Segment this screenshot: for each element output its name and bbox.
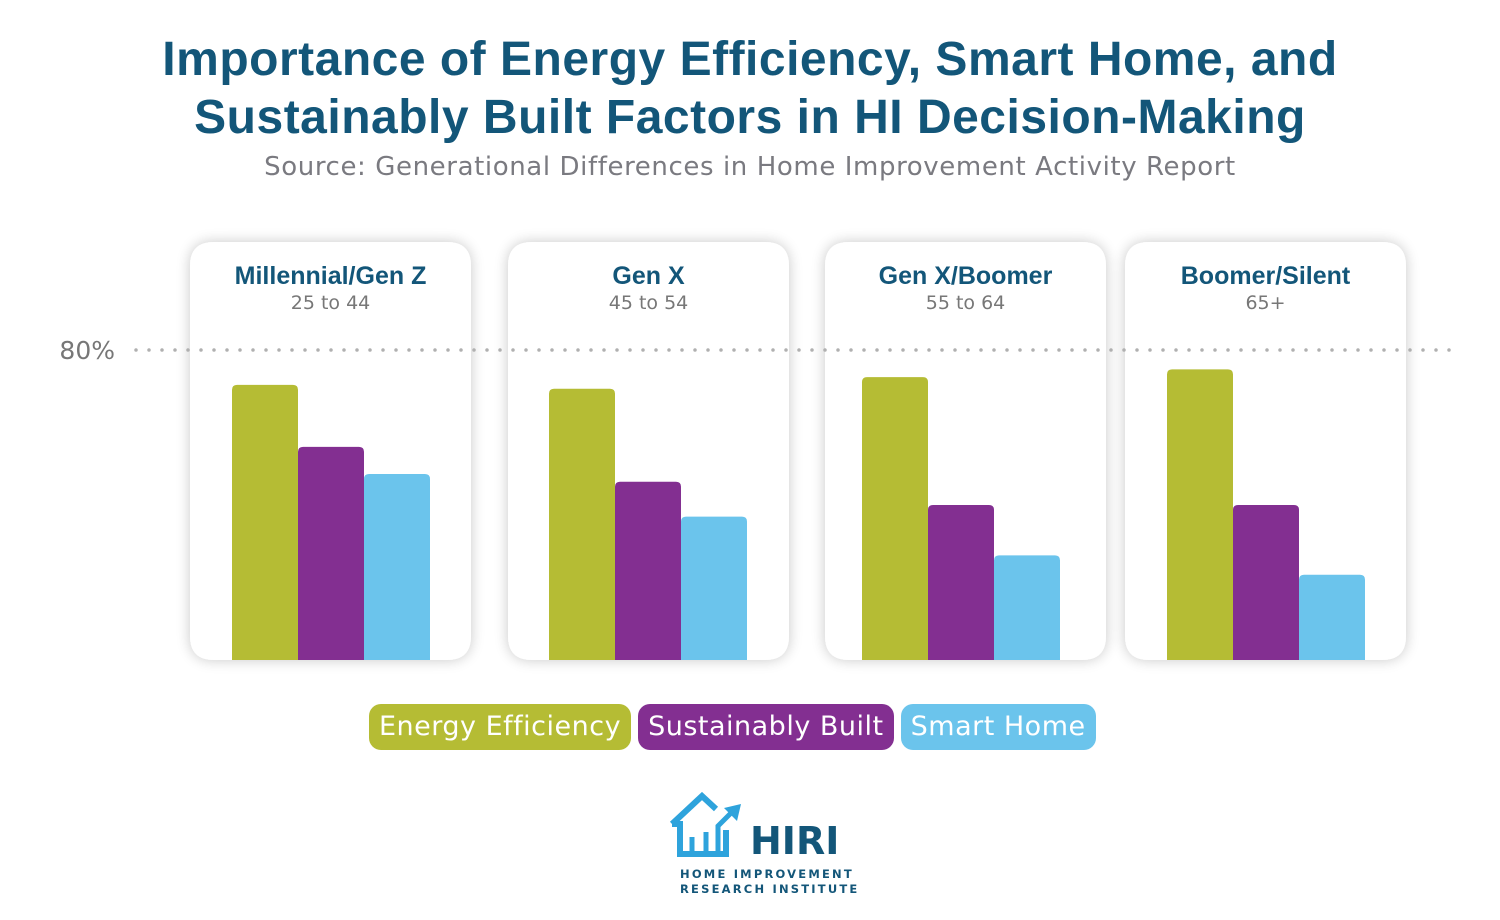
logo-wordmark: HIRI xyxy=(750,819,838,862)
category-label: Gen X xyxy=(612,262,685,290)
bar-energy-efficiency xyxy=(862,377,928,660)
logo-line-1: HOME IMPROVEMENT xyxy=(680,867,854,881)
reference-line-label: 80% xyxy=(59,336,115,365)
bar-sustainably-built xyxy=(298,446,364,660)
legend-sustainably-built: Sustainably Built xyxy=(638,704,894,750)
bar-smart-home xyxy=(1299,574,1365,660)
bar-energy-efficiency xyxy=(1167,369,1233,660)
category-label: Gen X/Boomer xyxy=(879,262,1053,290)
logo-line-2: RESEARCH INSTITUTE xyxy=(680,882,860,896)
bar-sustainably-built xyxy=(615,481,681,660)
bar-smart-home xyxy=(681,516,747,660)
bar-smart-home xyxy=(364,474,430,660)
chart-subtitle: Source: Generational Differences in Home… xyxy=(264,152,1236,182)
house-icon xyxy=(669,792,729,857)
bar-sustainably-built xyxy=(1233,505,1299,660)
category-age-label: 25 to 44 xyxy=(291,292,371,314)
bar-smart-home xyxy=(994,555,1060,660)
legend: Energy Efficiency Sustainably Built Smar… xyxy=(369,704,1096,750)
bar-energy-efficiency xyxy=(549,388,615,660)
bar-chart: 80% Millennial/Gen Z25 to 44 Gen X45 to 5… xyxy=(59,242,1452,660)
legend-smart-home: Smart Home xyxy=(900,704,1096,750)
category-label: Boomer/Silent xyxy=(1181,262,1351,290)
bar-energy-efficiency xyxy=(232,384,298,660)
legend-energy-efficiency: Energy Efficiency xyxy=(369,704,632,750)
chart-title: Importance of Energy Efficiency, Smart H… xyxy=(0,31,1500,147)
hiri-logo: HIRI xyxy=(669,792,838,862)
category-age-label: 45 to 54 xyxy=(609,292,689,314)
category-age-label: 65+ xyxy=(1245,292,1285,314)
title-line-2: Sustainably Built Factors in HI Decision… xyxy=(194,91,1306,144)
category-label: Millennial/Gen Z xyxy=(235,262,427,290)
category-age-label: 55 to 64 xyxy=(926,292,1006,314)
arrow-icon xyxy=(724,804,741,821)
title-line-1: Importance of Energy Efficiency, Smart H… xyxy=(162,33,1338,86)
bar-sustainably-built xyxy=(928,505,994,660)
